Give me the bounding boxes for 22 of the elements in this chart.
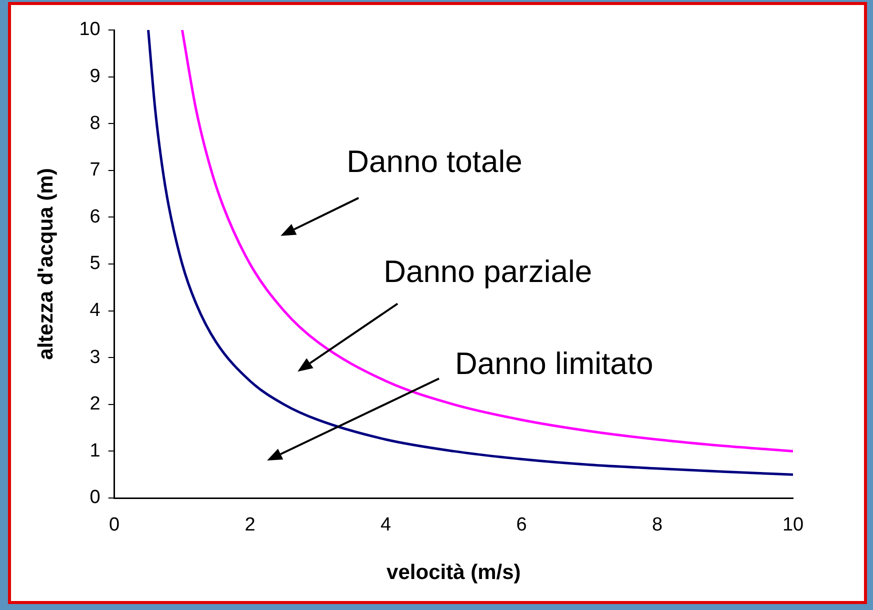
x-tick-label: 0 [109,514,120,536]
y-tick-label: 2 [90,394,100,415]
y-tick-label: 1 [90,440,100,462]
annotation: Danno totale [346,144,522,179]
annotation: Danno parziale [384,254,592,289]
x-tick-label: 4 [380,514,392,536]
annotation: Danno limitato [455,346,654,381]
y-tick-label: 9 [90,66,100,88]
y-tick-label: 5 [90,253,100,274]
x-tick-label: 2 [244,514,256,536]
y-tick-label: 7 [90,160,100,181]
y-tick-label: 8 [90,112,100,134]
x-tick-label: 6 [516,514,527,536]
y-tick-label: 4 [90,300,101,322]
y-tick-label: 6 [90,206,100,228]
x-tick-label: 8 [652,514,663,536]
y-tick-label: 0 [90,487,100,508]
x-tick-label: 10 [782,514,804,536]
x-axis-title: velocità (m/s) [386,561,521,584]
y-axis-title: altezza d'acqua (m) [34,168,58,360]
y-tick-label: 3 [90,346,100,368]
y-tick-label: 10 [79,19,100,40]
